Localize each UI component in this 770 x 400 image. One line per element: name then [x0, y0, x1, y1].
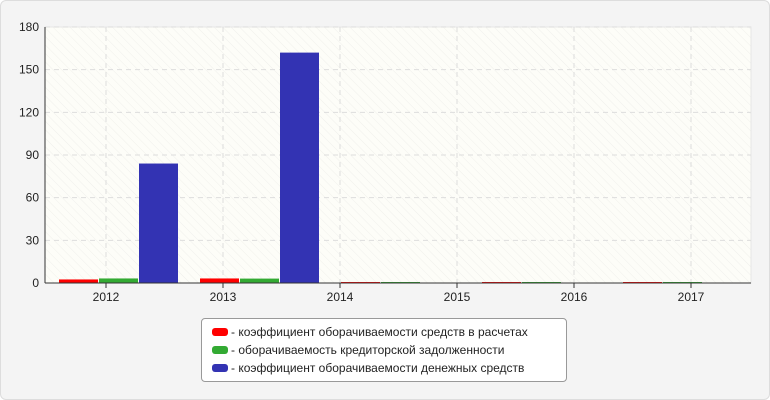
- legend-label: -: [231, 361, 239, 375]
- legend-swatch: [212, 328, 228, 336]
- legend-item: - коэффициент оборачиваемости средств в …: [212, 323, 566, 341]
- legend-label-text: коэффициент оборачиваемости денежных сре…: [238, 361, 525, 375]
- x-tick-label: 2013: [210, 290, 237, 304]
- bar-chart: 0 30 60 90 120 150 180 2012 2013 2014 2015 2016 2017: [19, 20, 752, 304]
- bar-2013-series-0: [200, 278, 239, 283]
- bar-2012-series-1: [99, 278, 138, 283]
- legend-label-text: коэффициент оборачиваемости средств в ра…: [238, 325, 528, 339]
- legend: - коэффициент оборачиваемости средств в …: [201, 318, 567, 382]
- y-tick-label: 30: [26, 233, 40, 247]
- y-tick-label: 90: [26, 148, 40, 162]
- legend-label: -: [231, 325, 239, 339]
- x-tick-label: 2015: [444, 290, 471, 304]
- x-tick-label: 2012: [93, 290, 120, 304]
- legend-item: - оборачиваемость кредиторской задолженн…: [212, 341, 566, 359]
- legend-label: -: [231, 343, 239, 357]
- legend-item: - коэффициент оборачиваемости денежных с…: [212, 359, 566, 377]
- x-tick-label: 2017: [678, 290, 705, 304]
- y-tick-label: 0: [32, 276, 39, 290]
- legend-swatch: [212, 364, 228, 372]
- x-tick-label: 2016: [561, 290, 588, 304]
- legend-swatch: [212, 346, 228, 354]
- y-tick-label: 180: [19, 20, 39, 34]
- y-tick-label: 120: [19, 105, 39, 119]
- y-tick-label: 150: [19, 63, 39, 77]
- bar-2012-series-0: [59, 279, 98, 283]
- bar-2013-series-1: [240, 278, 279, 283]
- bar-2012-series-2: [139, 163, 178, 283]
- bar-2013-series-2: [280, 52, 319, 283]
- x-tick-label: 2014: [327, 290, 354, 304]
- legend-label-text: оборачиваемость кредиторской задолженнос…: [238, 343, 505, 357]
- y-tick-label: 60: [26, 191, 40, 205]
